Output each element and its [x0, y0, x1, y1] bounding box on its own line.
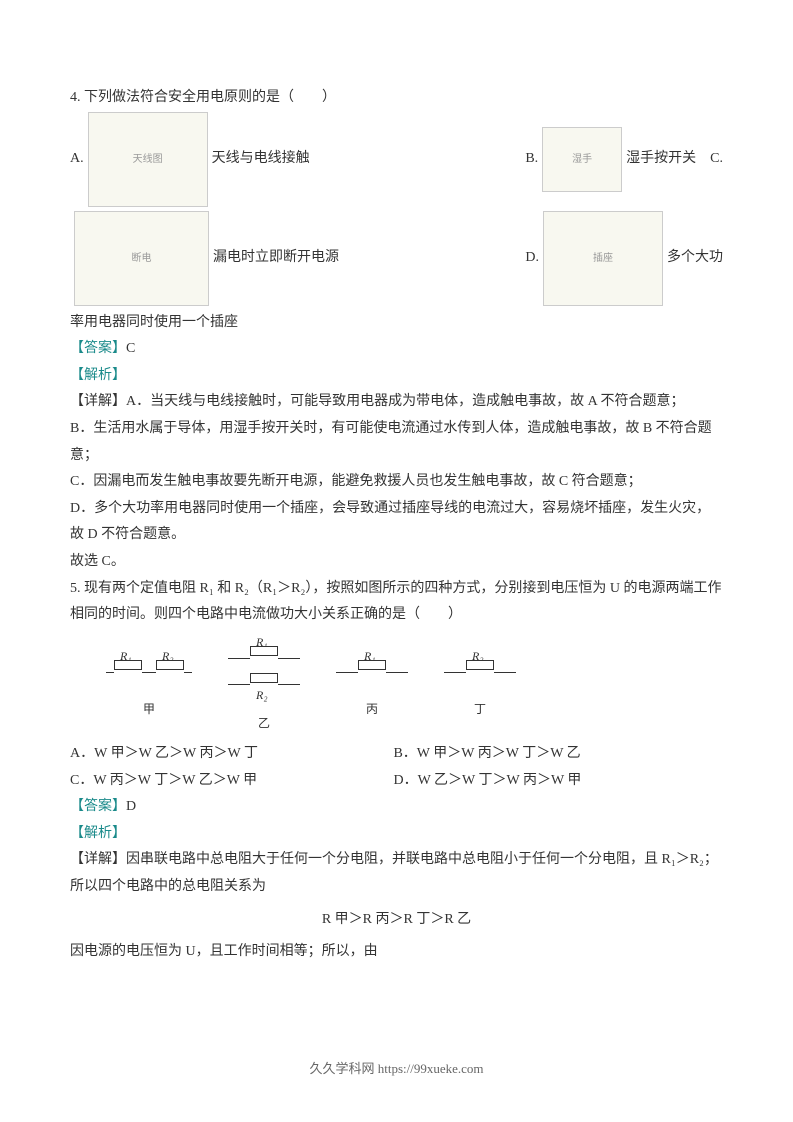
- q4-detail-c: C．因漏电而发生触电事故要先断开电源，能避免救援人员也发生触电事故，故 C 符合…: [70, 469, 723, 496]
- q5-answer: 【答案】D: [70, 794, 723, 821]
- q4-options-row1: A. 天线图 天线与电线接触 B. 湿手 湿手按开关 C.: [70, 112, 723, 207]
- circuit-ding: R₂ 丁: [444, 661, 516, 721]
- q4-options-row2: 断电 漏电时立即断开电源 D. 插座 多个大功: [70, 211, 723, 306]
- q5-stem: 5. 现有两个定值电阻 R₁ 和 R₂（R₁＞R₂），按照如图所示的四种方式，分…: [70, 576, 723, 629]
- opt-c-text: 漏电时立即断开电源: [213, 245, 339, 272]
- q5-opt-c: C．W 丙＞W 丁＞W 乙＞W 甲: [70, 768, 390, 795]
- opt-d-prefix: D.: [525, 245, 539, 272]
- q4-stem: 4. 下列做法符合安全用电原则的是（ ）: [70, 85, 723, 112]
- opt-d-text: 多个大功: [667, 245, 723, 272]
- q5-jiexi-label: 【解析】: [70, 821, 723, 848]
- q5-opt-b: B．W 甲＞W 丙＞W 丁＞W 乙: [393, 741, 713, 768]
- opt-c-prefix: C.: [710, 146, 723, 173]
- circuit-diagram-row: R₁ R₂ 甲 R₁ R₂ 乙 R₁ 丙: [88, 647, 723, 735]
- cutoff-image: 断电: [74, 211, 209, 306]
- q5-opt-d: D．W 乙＞W 丁＞W 丙＞W 甲: [393, 768, 713, 795]
- q5-answer-label: 【答案】: [70, 799, 126, 814]
- r2-label-yi: R₂: [256, 684, 268, 707]
- q5-relation: R 甲＞R 丙＞R 丁＞R 乙: [70, 907, 723, 934]
- q5-options-row2: C．W 丙＞W 丁＞W 乙＞W 甲 D．W 乙＞W 丁＞W 丙＞W 甲: [70, 768, 723, 795]
- socket-image: 插座: [543, 211, 663, 306]
- opt-d-continuation: 率用电器同时使用一个插座: [70, 310, 723, 337]
- opt-a-prefix: A.: [70, 146, 84, 173]
- q5-opt-a: A．W 甲＞W 乙＞W 丙＞W 丁: [70, 741, 390, 768]
- opt-a-text: 天线与电线接触: [212, 146, 310, 173]
- antenna-image: 天线图: [88, 112, 208, 207]
- label-ding: 丁: [474, 698, 486, 721]
- q5-detail2: 因电源的电压恒为 U，且工作时间相等；所以，由: [70, 939, 723, 966]
- opt-b-text: 湿手按开关: [626, 146, 696, 173]
- opt-b-prefix: B.: [525, 146, 538, 173]
- q4-detail-a: 【详解】A．当天线与电线接触时，可能导致用电器成为带电体，造成触电事故，故 A …: [70, 389, 723, 416]
- answer-label: 【答案】: [70, 341, 126, 356]
- label-bing: 丙: [366, 698, 378, 721]
- q5-detail: 【详解】因串联电路中总电阻大于任何一个分电阻，并联电路中总电阻小于任何一个分电阻…: [70, 847, 723, 900]
- q4-detail-b: B．生活用水属于导体，用湿手按开关时，有可能使电流通过水传到人体，造成触电事故，…: [70, 416, 723, 469]
- q5-answer-value: D: [126, 799, 136, 814]
- q4-jiexi-label: 【解析】: [70, 363, 723, 390]
- page-footer: 久久学科网 https://99xueke.com: [0, 1057, 793, 1082]
- answer-value: C: [126, 341, 135, 356]
- circuit-bing: R₁ 丙: [336, 661, 408, 721]
- q4-detail-d: D．多个大功率用电器同时使用一个插座，会导致通过插座导线的电流过大，容易烧坏插座…: [70, 496, 723, 549]
- q4-answer: 【答案】C: [70, 336, 723, 363]
- q5-options-row1: A．W 甲＞W 乙＞W 丙＞W 丁 B．W 甲＞W 丙＞W 丁＞W 乙: [70, 741, 723, 768]
- circuit-yi: R₁ R₂ 乙: [228, 647, 300, 735]
- wet-hand-image: 湿手: [542, 127, 622, 192]
- label-yi: 乙: [258, 712, 270, 735]
- circuit-jia: R₁ R₂ 甲: [106, 661, 192, 721]
- label-jia: 甲: [143, 698, 155, 721]
- q4-conclude: 故选 C。: [70, 549, 723, 576]
